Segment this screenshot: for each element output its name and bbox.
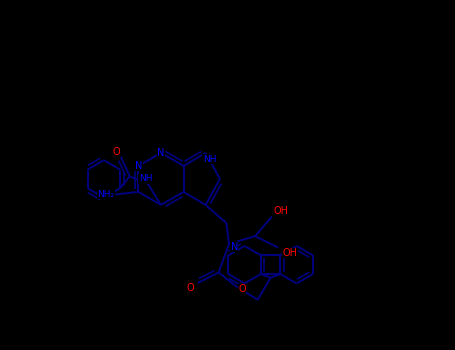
Text: OH: OH [283, 248, 298, 258]
Text: N: N [157, 148, 165, 158]
Text: O: O [238, 285, 246, 294]
Text: N: N [231, 241, 238, 252]
Text: N: N [135, 161, 142, 171]
Text: NH: NH [203, 155, 216, 164]
Text: NH₂: NH₂ [97, 190, 115, 199]
Text: NH: NH [139, 174, 152, 183]
Text: O: O [186, 283, 194, 293]
Text: O: O [113, 147, 121, 156]
Text: OH: OH [273, 206, 288, 216]
